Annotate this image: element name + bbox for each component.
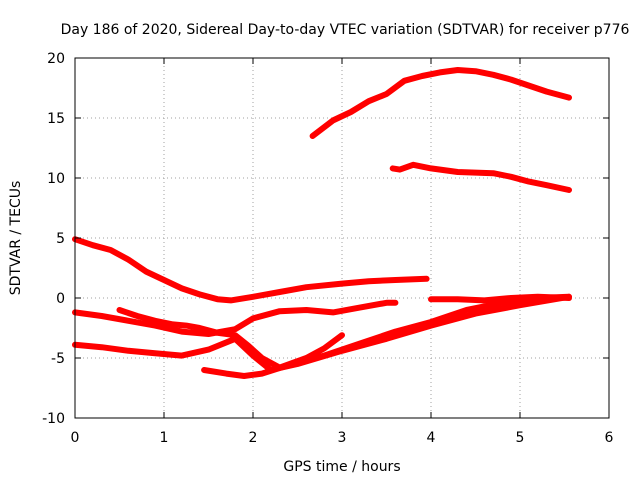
x-tick-label: 0 — [71, 430, 80, 446]
y-tick-label: -10 — [42, 411, 65, 427]
series-arc-8 — [428, 293, 572, 304]
series-arc-7 — [201, 293, 572, 379]
y-tick-label: 0 — [56, 291, 65, 307]
series-arc-2 — [389, 161, 572, 193]
series-arc-5 — [72, 293, 572, 373]
y-tick-label: 10 — [47, 171, 65, 187]
y-tick-label: 20 — [47, 51, 65, 67]
data-series — [72, 67, 572, 379]
y-tick-labels: -10 -5 0 5 10 15 20 — [42, 51, 65, 427]
y-tick-label: -5 — [51, 351, 65, 367]
chart-title: Day 186 of 2020, Sidereal Day-to-day VTE… — [61, 22, 630, 38]
axis-ticks — [74, 57, 610, 419]
x-tick-labels: 0 1 2 3 4 5 6 — [71, 430, 614, 446]
x-tick-label: 4 — [427, 430, 436, 446]
y-tick-label: 15 — [47, 111, 65, 127]
series-arc-1 — [309, 67, 572, 139]
x-tick-label: 1 — [160, 430, 169, 446]
series-arc-3 — [72, 236, 430, 304]
y-tick-label: 5 — [56, 231, 65, 247]
x-tick-label: 6 — [605, 430, 614, 446]
grid-lines — [75, 58, 609, 418]
x-axis-label: GPS time / hours — [283, 459, 400, 475]
x-tick-label: 3 — [338, 430, 347, 446]
x-tick-label: 2 — [249, 430, 258, 446]
y-axis-label: SDTVAR / TECUs — [8, 181, 24, 296]
x-tick-label: 5 — [516, 430, 525, 446]
series-arc-4 — [72, 299, 399, 337]
